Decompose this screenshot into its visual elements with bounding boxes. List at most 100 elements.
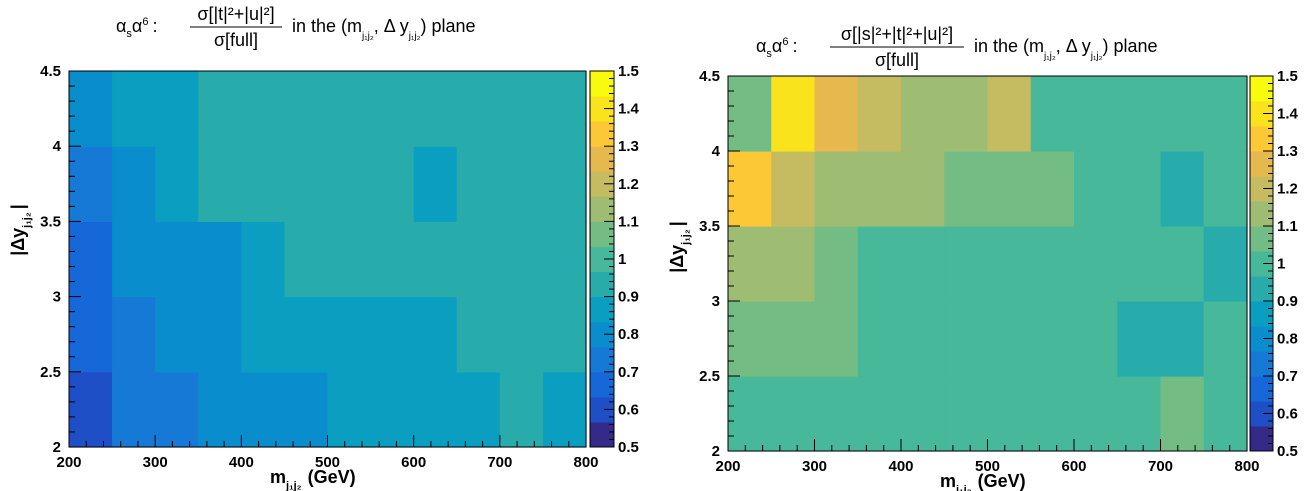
colorbar-tick-label: 0.7 (618, 364, 639, 381)
y-tick-label: 4.5 (40, 63, 61, 80)
heatmap-cell (413, 146, 458, 222)
x-tick-label: 300 (143, 454, 168, 471)
heatmap-cell (327, 146, 372, 222)
heatmap-cell (1117, 376, 1162, 452)
heatmap-cell (284, 371, 329, 448)
colorbar-tick-label: 1 (618, 251, 626, 268)
colorbar-swatch (1250, 251, 1273, 277)
heatmap-cell (728, 226, 772, 302)
y-tick-label: 2.5 (40, 364, 61, 381)
title-suffix-sub-b: j₁j₂ (1090, 51, 1103, 62)
y-axis-title-close: | (8, 204, 28, 209)
heatmap-cell (857, 76, 902, 152)
heatmap-cell (987, 151, 1032, 227)
colorbar-tick-label: 0.9 (618, 289, 639, 306)
heatmap-cell (944, 301, 989, 377)
title-colon: : (792, 36, 797, 56)
colorbar-swatch (1250, 101, 1273, 127)
x-tick-label: 400 (229, 454, 254, 471)
colorbar-swatch (590, 346, 614, 373)
colorbar-tick-label: 1.2 (1277, 181, 1298, 198)
heatmap-cell (284, 221, 329, 298)
y-tick-label: 4 (712, 143, 721, 160)
heatmap-cell (1117, 76, 1162, 152)
heatmap-cell (857, 226, 902, 302)
colorbar-swatch (1250, 126, 1273, 152)
y-axis-title-sub: j₁j₂ (21, 212, 33, 229)
title-suffix-b: , Δ y (1056, 36, 1091, 56)
heatmap-cell (814, 376, 859, 452)
y-tick-label: 4.5 (699, 68, 720, 85)
heatmap-cell (155, 146, 199, 222)
heatmap-cell (901, 226, 945, 302)
title-suffix-sub-b: j₁j₂ (408, 31, 421, 42)
heatmap-cell (1160, 301, 1205, 377)
heatmap-cell (327, 71, 372, 147)
colorbar-tick-label: 0.6 (618, 401, 639, 418)
heatmap-cell (413, 221, 458, 298)
heatmap-cell (241, 71, 286, 147)
x-tick-label: 700 (1148, 458, 1173, 475)
heatmap-cell (1203, 76, 1248, 152)
colorbar (1250, 76, 1273, 452)
heatmap-cell (155, 71, 199, 147)
heatmap-panel-s-t-u: 200 300 400 500 600 700 800 2 2.5 3 3.5 4 4.5 0.5 0.6 0… (658, 0, 1315, 491)
colorbar-swatch (590, 221, 614, 247)
title-suffix-c: ) plane (1102, 36, 1157, 56)
heatmap-cell (155, 371, 199, 448)
heatmap-cell (814, 301, 859, 377)
heatmap-cell (198, 371, 242, 448)
colorbar-tick-label: 1.5 (1277, 68, 1298, 85)
colorbar-tick-label: 0.9 (1277, 293, 1298, 310)
heatmap-cell (370, 221, 415, 298)
heatmap-cell (901, 151, 945, 227)
x-axis-title-main: m (940, 471, 956, 491)
colorbar-tick-label: 0.8 (1277, 331, 1298, 348)
heatmap-cell (1160, 151, 1205, 227)
heatmap-cell (987, 76, 1032, 152)
heatmap-cell (69, 221, 113, 298)
heatmap-cell (987, 301, 1032, 377)
heatmap-cell (987, 226, 1032, 302)
heatmap-cell (456, 371, 501, 448)
heatmap-cell (241, 371, 286, 448)
heatmap-cell (198, 296, 242, 373)
heatmap-cell (327, 296, 372, 373)
heatmap-cell (1030, 76, 1075, 152)
heatmap-cell (728, 376, 772, 452)
heatmap-cell (944, 376, 989, 452)
title-alpha-sub: s (766, 48, 772, 60)
heatmap-cell (284, 71, 329, 147)
colorbar-tick-label: 1.3 (1277, 143, 1298, 160)
y-axis-title-main: |Δy (667, 245, 687, 273)
x-tick-label: 500 (315, 454, 340, 471)
heatmap-cell (771, 76, 816, 152)
heatmap-cell (814, 151, 859, 227)
heatmap-cell (499, 71, 544, 147)
x-axis-title-unit: (GeV) (978, 471, 1026, 491)
colorbar-swatch (1250, 426, 1273, 452)
heatmap-cell (1030, 376, 1075, 452)
title-prefix: αsα6: (116, 16, 157, 40)
heatmap-cell (728, 151, 772, 227)
title-alpha-sub: s (126, 28, 132, 40)
heatmap-cell (499, 371, 544, 448)
heatmap-cell (728, 76, 772, 152)
x-tick-label: 400 (888, 458, 913, 475)
heatmap-cell (857, 151, 902, 227)
heatmap-cell (944, 76, 989, 152)
colorbar (590, 71, 614, 448)
colorbar-swatch (590, 271, 614, 298)
y-tick-label: 3 (53, 289, 61, 306)
colorbar-tick-label: 0.7 (1277, 368, 1298, 385)
heatmap-cell (155, 221, 199, 298)
colorbar-swatch (590, 296, 614, 323)
heatmap-cell (1160, 76, 1205, 152)
y-tick-label: 2 (53, 439, 61, 456)
title-alpha2: α (772, 36, 782, 56)
heatmap-cell (1074, 376, 1118, 452)
heatmap-cell (456, 146, 501, 222)
x-tick-label: 500 (975, 458, 1000, 475)
heatmap-cell (155, 296, 199, 373)
heatmap-cell (241, 221, 286, 298)
